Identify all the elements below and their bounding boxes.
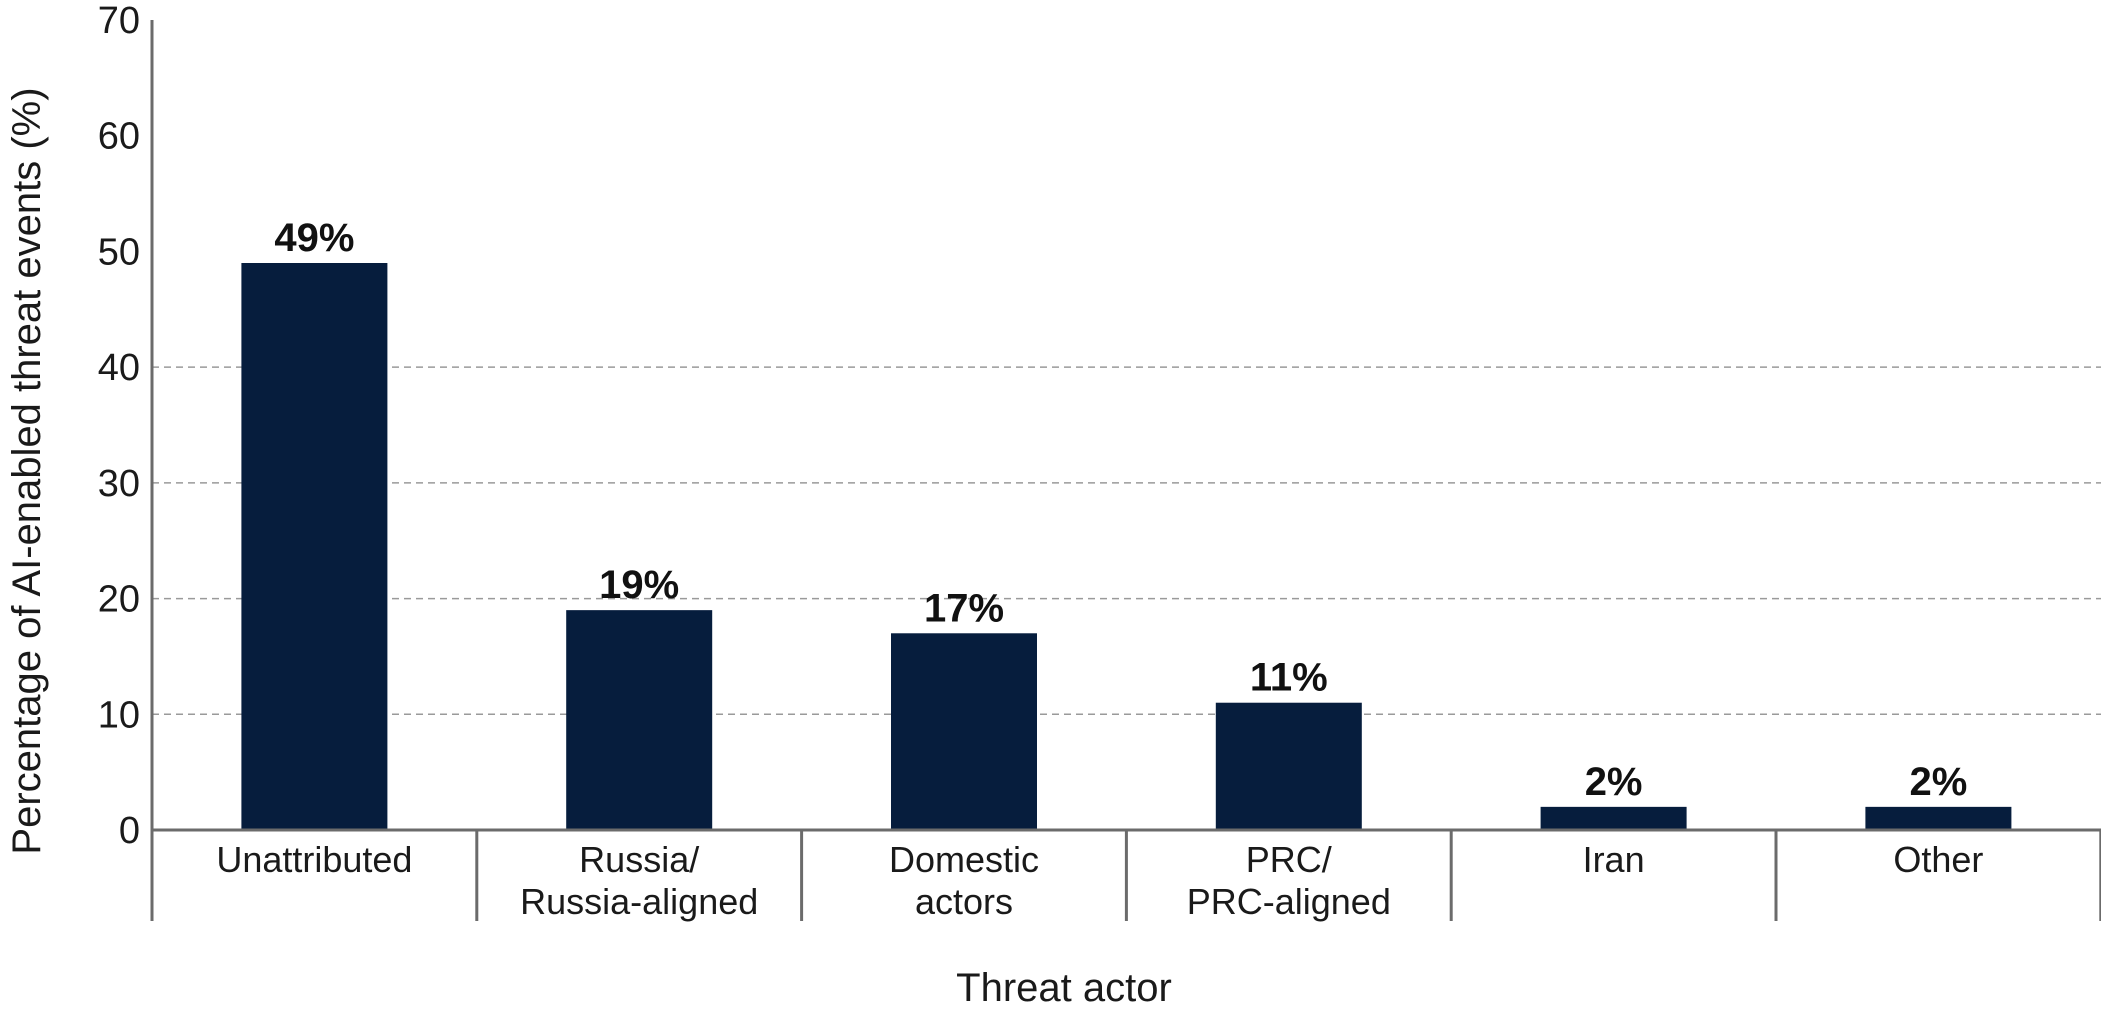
x-category-label: Domestic <box>889 839 1039 880</box>
data-label: 17% <box>924 586 1004 630</box>
bar-5 <box>1865 806 2012 830</box>
bar-1 <box>566 610 713 830</box>
axes <box>150 20 2101 921</box>
labels: 0 10 20 30 40 50 60 70 49% Unattributed 19% Russia/… <box>98 0 1984 922</box>
x-category-label: PRC/ <box>1246 839 1332 880</box>
x-category-label: actors <box>915 881 1013 922</box>
bar-4 <box>1540 806 1687 830</box>
bars <box>241 263 2012 830</box>
x-axis-title: Threat actor <box>956 966 1172 1010</box>
y-tick-label: 20 <box>98 579 140 621</box>
x-category-label: Iran <box>1583 839 1645 880</box>
y-axis-title: Percentage of AI-enabled threat events (… <box>5 87 49 854</box>
x-category-label: Russia/ <box>579 839 699 880</box>
gridlines <box>152 366 2101 716</box>
y-tick-label: 40 <box>98 347 140 389</box>
bar-3 <box>1215 702 1362 830</box>
bar-2 <box>891 633 1037 830</box>
y-tick-label: 50 <box>98 231 140 273</box>
x-category-label: Unattributed <box>216 839 412 880</box>
y-tick-label: 70 <box>98 0 140 42</box>
bar-0 <box>241 263 388 830</box>
y-tick-label: 30 <box>98 463 140 505</box>
x-category-label: Russia-aligned <box>520 881 758 922</box>
x-category-label: PRC-aligned <box>1187 881 1391 922</box>
data-label: 49% <box>274 216 354 260</box>
data-label: 19% <box>599 563 679 607</box>
y-tick-label: 60 <box>98 116 140 158</box>
data-label: 11% <box>1250 656 1328 700</box>
x-category-label: Other <box>1893 839 1983 880</box>
data-label: 2% <box>1585 760 1643 804</box>
y-tick-label: 10 <box>98 694 140 736</box>
y-tick-label: 0 <box>119 810 140 852</box>
data-label: 2% <box>1909 760 1967 804</box>
